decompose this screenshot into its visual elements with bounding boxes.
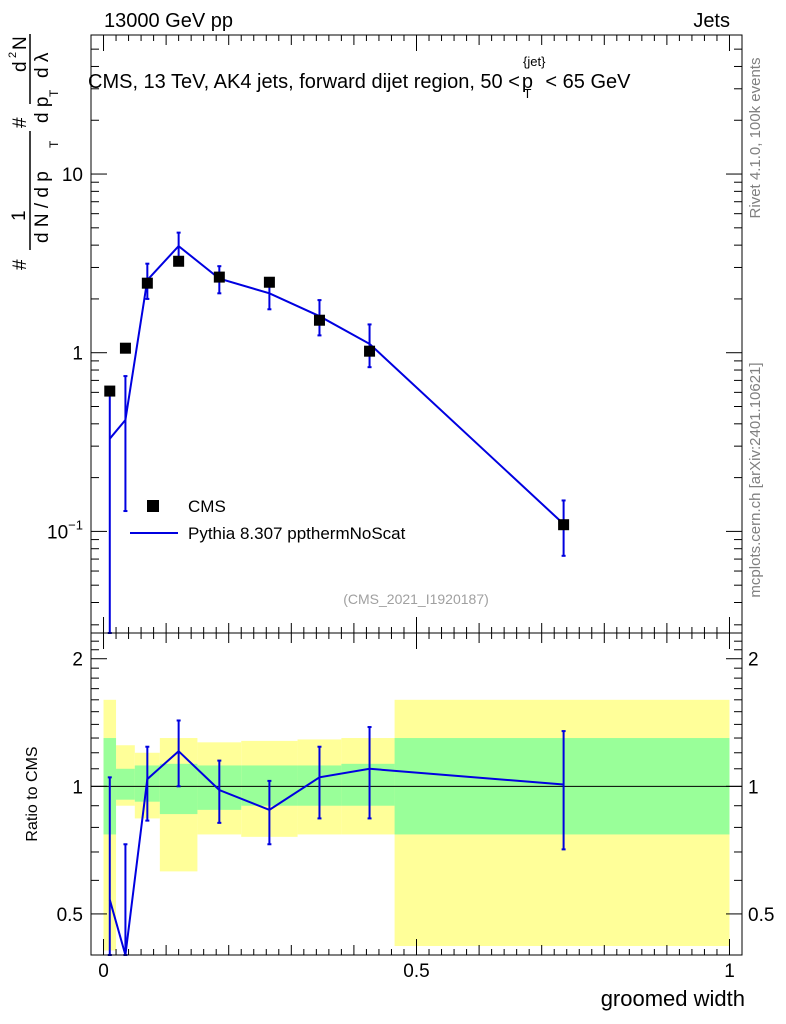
cms-data-point — [263, 276, 275, 288]
ylabel-denominator-sub: T — [47, 140, 61, 148]
ylabel-dpt: d p — [32, 97, 53, 123]
legend-cms-marker — [147, 500, 159, 512]
ylabel-hash-1: # — [10, 259, 31, 270]
title-superscript: {jet} — [523, 54, 546, 69]
cms-data-point — [364, 345, 376, 357]
ratio-y-tick-label-left: 1 — [72, 777, 83, 798]
y-tick-label-exponent: −1 — [68, 517, 83, 532]
ylabel-dpt-sub: T — [47, 89, 61, 97]
plot-title: CMS, 13 TeV, AK4 jets, forward dijet reg… — [88, 54, 631, 101]
x-tick-label: 1 — [724, 961, 735, 982]
cms-data-point — [313, 314, 325, 326]
y-axis-label: # 1 d N / d p T # d p T d 2 N d λ — [7, 34, 61, 270]
title-suffix: < 65 GeV — [545, 71, 631, 93]
x-tick-label: 0 — [98, 961, 109, 982]
legend-cms-label: CMS — [188, 497, 226, 516]
ylabel-n: N — [10, 36, 31, 50]
ratio-y-axis-label: Ratio to CMS — [24, 746, 41, 841]
title-p: p — [522, 71, 533, 93]
title-subscript: T — [523, 86, 531, 101]
ylabel-hash-2: # — [10, 117, 31, 128]
header-group: Jets — [693, 10, 730, 32]
ratio-y-tick-label-left: 2 — [72, 650, 83, 671]
ylabel-d: d — [10, 61, 31, 72]
ratio-y-tick-label-right: 2 — [748, 650, 759, 671]
svg-text:CMS, 13 TeV, AK4 jets, forward: CMS, 13 TeV, AK4 jets, forward dijet reg… — [88, 54, 631, 101]
cms-data-point — [141, 277, 153, 289]
legend: CMS Pythia 8.307 ppthermNoScat — [130, 497, 406, 543]
y-tick-label-base: 10 — [47, 522, 68, 543]
ylabel-d-power: 2 — [7, 52, 19, 58]
cms-data-point — [173, 255, 185, 267]
ratio-plot-panel: 0.5 0.5 1 1 2 2 0 0.5 1 Ratio to CMS groomed wid… — [24, 632, 774, 1011]
ratio-y-tick-label-right: 1 — [748, 777, 759, 798]
ylabel-denominator: d N / d p — [32, 171, 53, 243]
legend-pythia-label: Pythia 8.307 ppthermNoScat — [188, 524, 406, 543]
y-tick-label: 1 — [72, 344, 83, 365]
cms-data-point — [213, 271, 225, 283]
ratio-line — [108, 749, 564, 956]
header-energy: 13000 GeV pp — [104, 10, 233, 32]
rivet-version-label: Rivet 4.1.0, 100k events — [747, 58, 764, 219]
x-axis-label: groomed width — [601, 986, 745, 1011]
y-tick-label: 10−1 — [47, 517, 83, 543]
ratio-green-band — [116, 768, 135, 800]
ylabel-dlambda: d λ — [32, 52, 53, 78]
ratio-y-tick-label-right: 0.5 — [748, 905, 774, 926]
ratio-plot-frame — [90, 632, 743, 956]
main-plot-frame — [90, 34, 743, 634]
cms-data-point — [119, 342, 131, 354]
x-tick-label: 0.5 — [403, 961, 429, 982]
ratio-y-tick-label-left: 0.5 — [57, 905, 83, 926]
cms-data-point — [104, 385, 116, 397]
mcplots-source-label: mcplots.cern.ch [arXiv:2401.10621] — [747, 362, 764, 597]
pythia-line — [109, 244, 565, 525]
title-prefix: CMS, 13 TeV, AK4 jets, forward dijet reg… — [88, 71, 520, 93]
cms-data-point — [558, 519, 570, 531]
y-tick-label: 10 — [62, 165, 83, 186]
ylabel-one: 1 — [9, 210, 30, 221]
analysis-watermark: (CMS_2021_I1920187) — [343, 591, 489, 607]
